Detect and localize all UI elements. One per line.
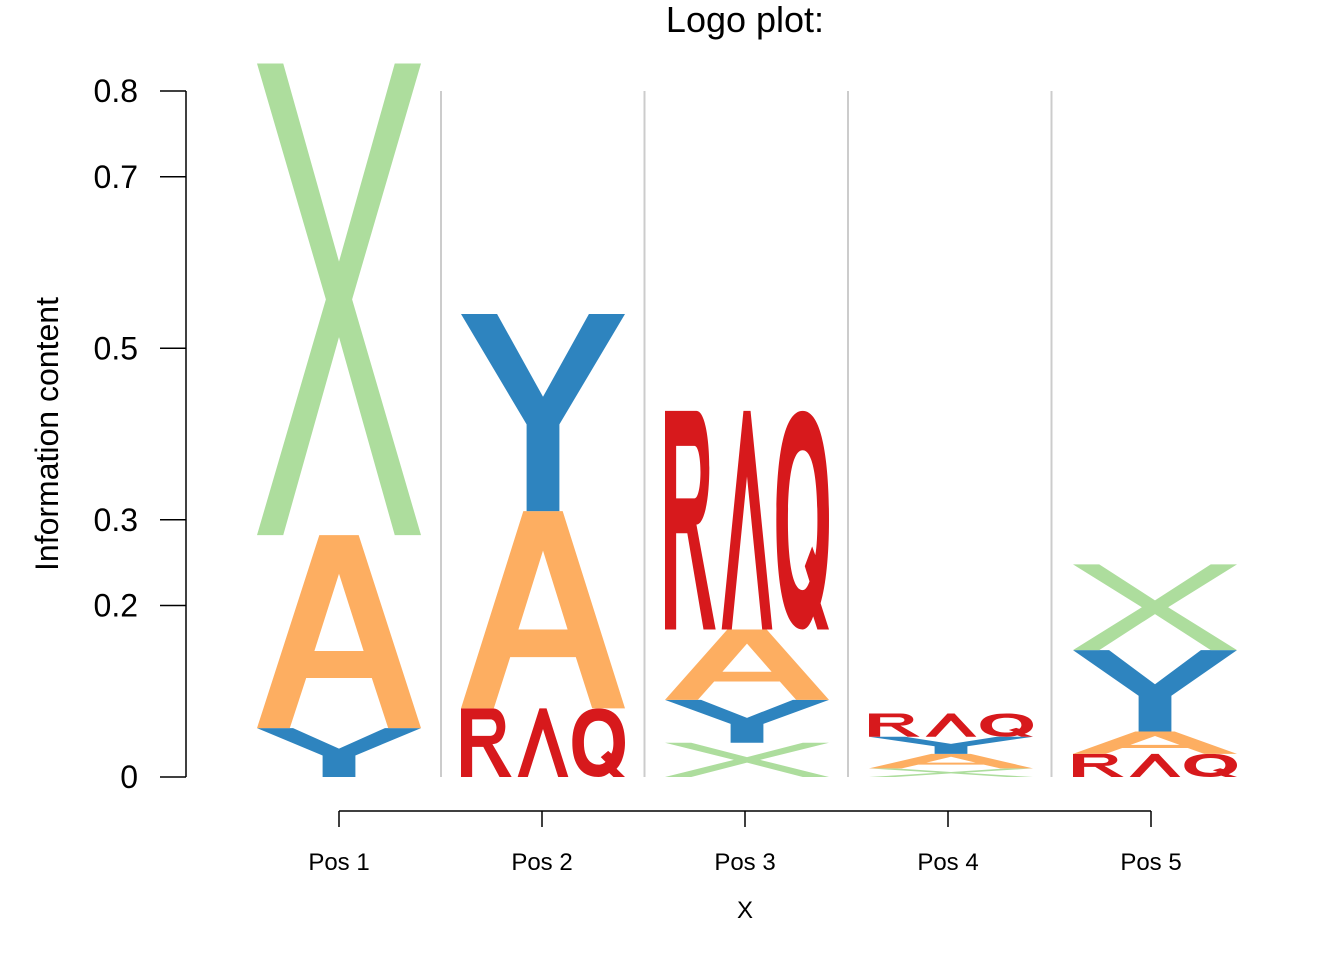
x-tick-label: Pos 2: [511, 849, 572, 876]
position-separators: [440, 91, 1053, 777]
letter-X: [665, 742, 829, 777]
letter-A: [1073, 731, 1237, 754]
y-tick-label: 0.2: [94, 588, 138, 624]
letter-A: [665, 629, 829, 700]
letter-Q: [776, 410, 829, 630]
letter-Q: [1184, 753, 1237, 777]
letter-A: [925, 713, 977, 737]
letter-A: [1129, 753, 1181, 777]
y-tick-label: 0.7: [94, 159, 138, 195]
letter-Q: [572, 708, 625, 777]
letter-R: [665, 410, 716, 630]
letter-Y: [869, 736, 1033, 754]
y-tick-label: 0: [120, 759, 138, 795]
y-tick-label: 0.8: [94, 73, 138, 109]
y-axis-label: Information content: [29, 297, 65, 571]
letter-A: [461, 511, 625, 709]
letter-R: [461, 708, 512, 777]
letter-X: [1073, 564, 1237, 651]
letter-A: [257, 535, 421, 729]
y-axis: 0 0.2 0.3 0.5 0.7 0.8: [94, 73, 187, 795]
y-tick-label: 0.3: [94, 502, 138, 538]
letter-R: [869, 713, 920, 737]
x-tick-label: Pos 5: [1120, 849, 1181, 876]
x-tick-label: Pos 3: [714, 849, 775, 876]
letter-R: [1073, 753, 1124, 777]
letter-Y: [665, 699, 829, 743]
x-tick-label: Pos 1: [308, 849, 369, 876]
letter-Y: [1073, 650, 1237, 732]
letter-X: [257, 63, 421, 536]
letter-Y: [257, 728, 421, 777]
letter-A: [721, 410, 773, 630]
x-axis: Pos 1 Pos 2 Pos 3 Pos 4 Pos 5: [308, 810, 1182, 876]
letter-A: [517, 708, 569, 777]
letter-stacks: [257, 63, 1237, 777]
x-axis-label: X: [737, 897, 753, 924]
letter-Q: [980, 713, 1033, 737]
letter-A: [869, 753, 1033, 769]
chart-title: Logo plot:: [666, 0, 824, 40]
letter-Y: [461, 313, 625, 512]
letter-X: [869, 768, 1033, 777]
x-tick-label: Pos 4: [917, 849, 978, 876]
y-tick-label: 0.5: [94, 330, 138, 366]
